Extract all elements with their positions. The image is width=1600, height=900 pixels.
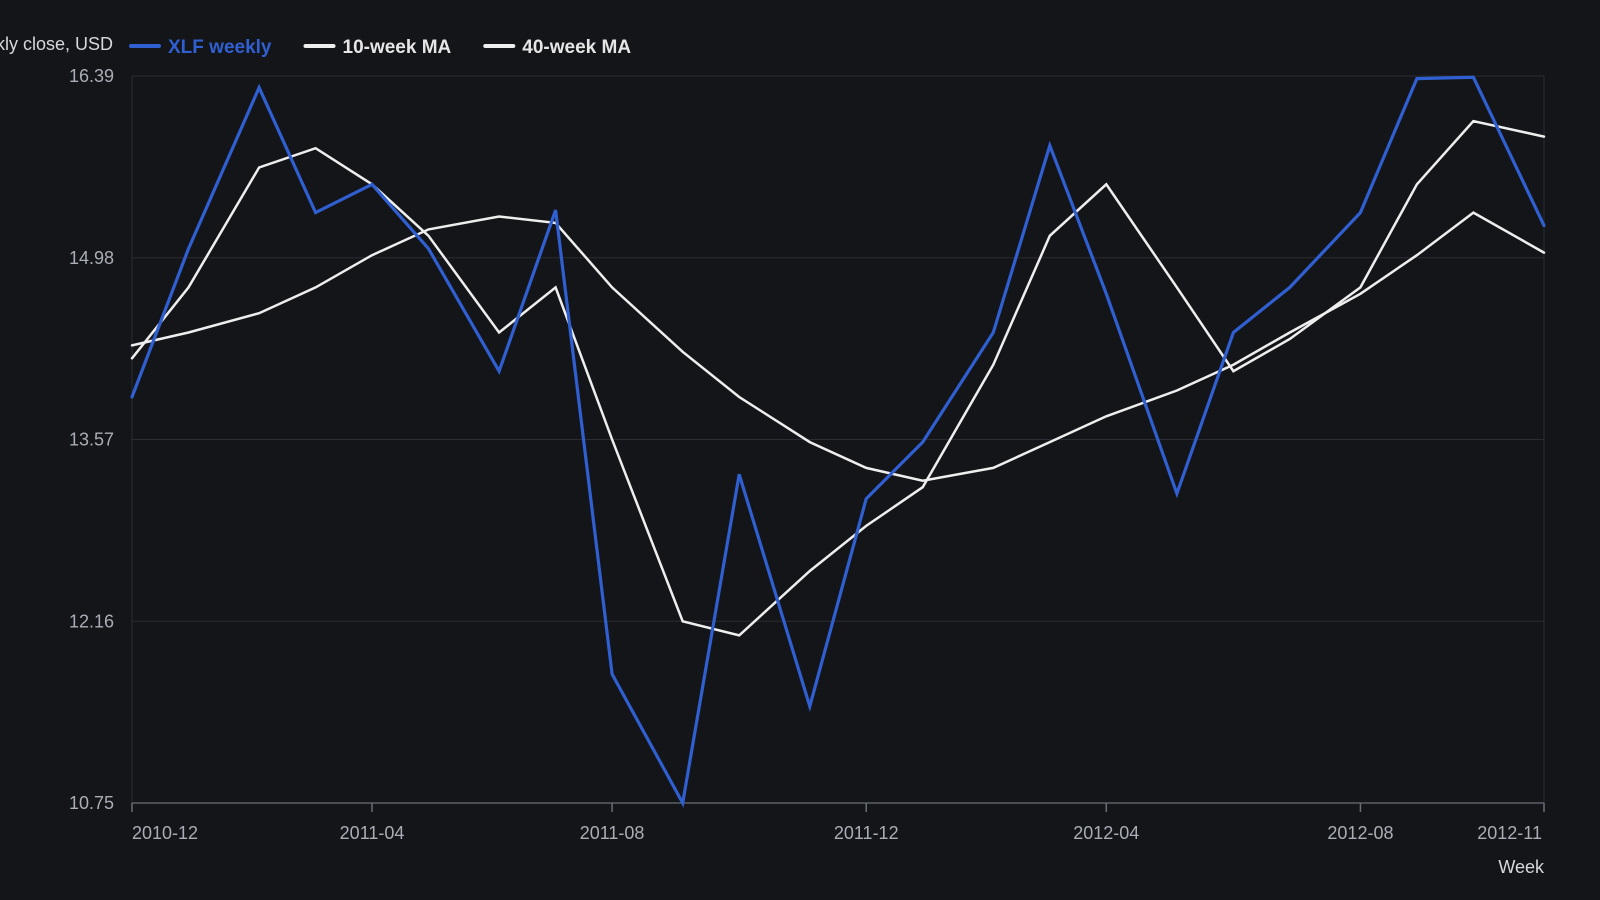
legend-label: XLF weekly bbox=[168, 37, 272, 58]
series-line-10-week-ma bbox=[130, 119, 1546, 637]
series-line-xlf-weekly bbox=[130, 75, 1546, 808]
series-lines bbox=[130, 75, 1546, 808]
x-tick-label: 2011-04 bbox=[340, 823, 405, 843]
series-line-40-week-ma bbox=[130, 211, 1546, 482]
x-tick-label: 2010-12 bbox=[132, 823, 198, 843]
y-axis-title: Weekly close, USD bbox=[0, 34, 113, 54]
x-ticks: 2010-12 2011-04 2011-08 2011-12 2012-04 2012-… bbox=[131, 803, 1545, 843]
y-tick-label: 13.57 bbox=[69, 430, 114, 450]
grid-lines bbox=[131, 75, 1545, 804]
y-tick-label: 14.98 bbox=[69, 248, 114, 268]
y-tick-label: 16.39 bbox=[69, 66, 114, 86]
x-tick-label: 2012-08 bbox=[1327, 823, 1393, 843]
x-tick-label: 2012-11 bbox=[1477, 823, 1542, 843]
y-tick-label: 10.75 bbox=[69, 793, 114, 813]
x-tick-label: 2011-12 bbox=[834, 823, 899, 843]
x-tick-label: 2012-04 bbox=[1073, 823, 1139, 843]
y-tick-labels: 10.75 12.16 13.57 14.98 16.39 bbox=[69, 66, 114, 813]
legend: XLF weekly 10-week MA 40-week MA bbox=[129, 37, 631, 58]
x-tick-label: 2011-08 bbox=[580, 823, 645, 843]
y-tick-label: 12.16 bbox=[69, 611, 114, 631]
x-axis-title: Week bbox=[1498, 857, 1545, 877]
legend-label: 40-week MA bbox=[522, 37, 631, 58]
legend-label: 10-week MA bbox=[343, 37, 452, 58]
